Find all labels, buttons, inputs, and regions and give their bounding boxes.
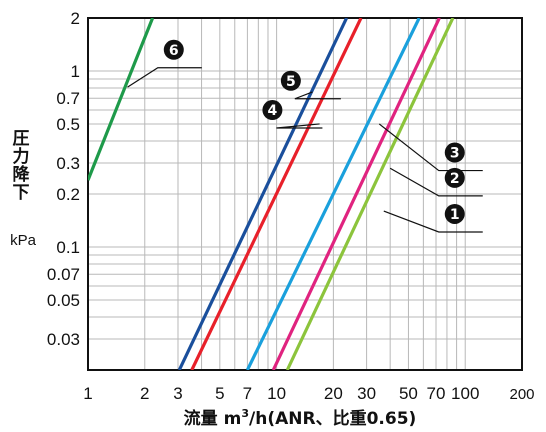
series-markers: 6 54 3 2 1: [127, 39, 483, 233]
series-line-1: [285, 18, 455, 370]
x-tick-label: 1: [83, 384, 92, 403]
marker-circle-5: [280, 70, 301, 91]
marker-leader-5: [294, 91, 341, 100]
y-tick-label: 0.1: [56, 238, 80, 257]
x-tick-label: 50: [399, 384, 418, 403]
y-axis-title-char: 圧: [13, 129, 30, 149]
series-line-6: [88, 18, 155, 181]
x-tick-label: 5: [215, 384, 224, 403]
x-axis-title-main: 流量: [184, 408, 218, 429]
y-tick-labels: 2 1 0.7 0.5 0.3 0.2 0.1 0.07 0.05 0.03: [47, 9, 80, 349]
x-tick-label: 10: [267, 384, 286, 403]
y-tick-label: 0.5: [56, 115, 80, 134]
marker-number-3: 3: [450, 146, 460, 162]
marker-number-2: 2: [450, 171, 460, 187]
y-tick-label: 1: [71, 62, 80, 81]
series-line-4: [190, 18, 363, 370]
plot-frame: [87, 17, 523, 371]
x-axis-title-sup: 3: [241, 407, 249, 420]
marker-leader-1: [383, 210, 483, 233]
marker-circle-2: [444, 167, 465, 188]
marker-circle-1: [444, 203, 465, 224]
x-tick-label: 3: [173, 384, 182, 403]
y-tick-label: 0.03: [47, 330, 80, 349]
y-axis-title-char: 降: [13, 164, 31, 185]
series-lines: [88, 18, 455, 370]
x-axis-title-rest: /h(ANR、比重0.65): [249, 408, 416, 429]
marker-circle-3: [444, 142, 465, 163]
x-tick-label: 100: [451, 384, 479, 403]
series-line-2: [271, 18, 441, 370]
y-tick-label: 0.05: [47, 291, 80, 310]
y-tick-label: 0.7: [56, 89, 80, 108]
y-tick-label: 0.3: [56, 154, 80, 173]
y-axis-title-char: 下: [13, 183, 30, 203]
marker-number-4: 4: [268, 103, 278, 119]
marker-5: 5: [280, 70, 341, 100]
marker-6: 6: [127, 39, 202, 88]
y-tick-label: 0.2: [56, 185, 80, 204]
x-tick-label: 70: [427, 384, 446, 403]
marker-4: 4: [262, 100, 323, 129]
series-line-5: [177, 18, 349, 370]
y-tick-label: 2: [71, 9, 80, 28]
y-axis-unit: kPa: [10, 232, 37, 249]
marker-2: 2: [389, 167, 483, 197]
x-tick-label: 200: [509, 386, 534, 403]
x-tick-labels: 1 2 3 5 7 10 20 30 50 70 100 200: [83, 384, 534, 403]
x-tick-label: 30: [357, 384, 376, 403]
marker-1: 1: [383, 203, 483, 233]
marker-number-6: 6: [169, 43, 179, 59]
series-line-3: [245, 18, 421, 370]
marker-circle-6: [163, 39, 184, 60]
marker-3: 3: [378, 123, 483, 172]
marker-circle-4: [262, 100, 283, 121]
y-axis-title-char: 力: [13, 146, 30, 167]
marker-leader-6: [127, 67, 202, 88]
marker-leader-4: [276, 123, 323, 129]
y-axis-title: 圧 力 降 下 kPa: [10, 129, 37, 249]
x-tick-label: 20: [324, 384, 343, 403]
x-tick-label: 2: [140, 384, 149, 403]
x-tick-label: 7: [243, 384, 252, 403]
marker-number-1: 1: [450, 207, 460, 223]
y-tick-label: 0.07: [47, 265, 80, 284]
marker-number-5: 5: [286, 74, 296, 90]
x-axis-title: 流量 m3/h(ANR、比重0.65): [184, 407, 417, 429]
marker-leader-3: [378, 123, 483, 172]
marker-leader-2: [389, 167, 483, 197]
x-axis-title-unit: m: [224, 409, 242, 429]
